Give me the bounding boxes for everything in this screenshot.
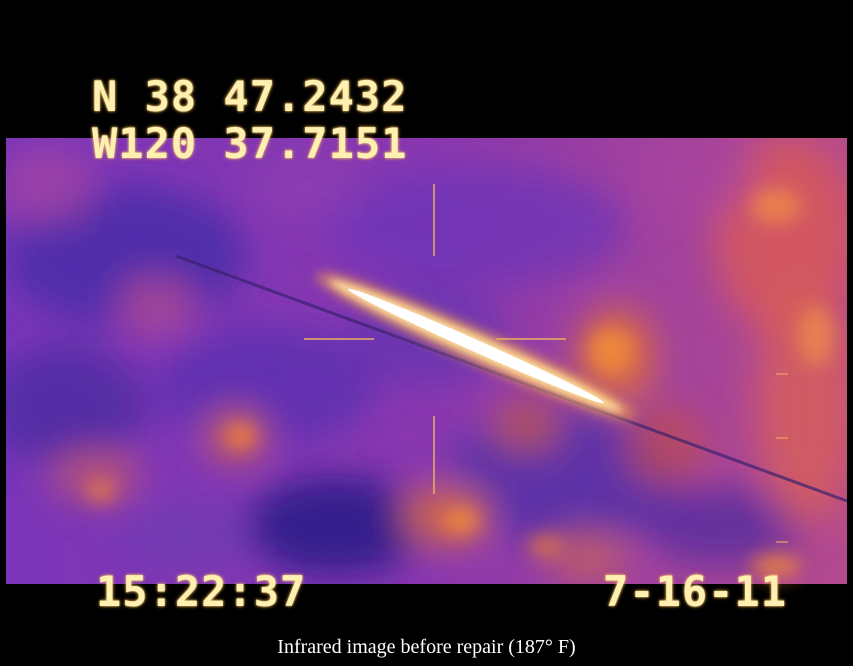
crosshair: [304, 184, 566, 494]
thermal-camera-frame: N 38 47.2432 W120 37.7151 15:22:37 7-16-…: [6, 6, 847, 630]
date-readout: 7-16-11: [603, 567, 788, 616]
scale-ticks: [776, 373, 788, 543]
thermal-image: [6, 6, 847, 630]
hot-spot: [315, 273, 637, 419]
thermal-field: [6, 138, 847, 584]
image-caption: Infrared image before repair (187° F): [277, 636, 576, 658]
longitude-readout: W120 37.7151: [92, 119, 408, 168]
time-readout: 15:22:37: [96, 567, 307, 616]
latitude-readout: N 38 47.2432: [92, 72, 408, 121]
